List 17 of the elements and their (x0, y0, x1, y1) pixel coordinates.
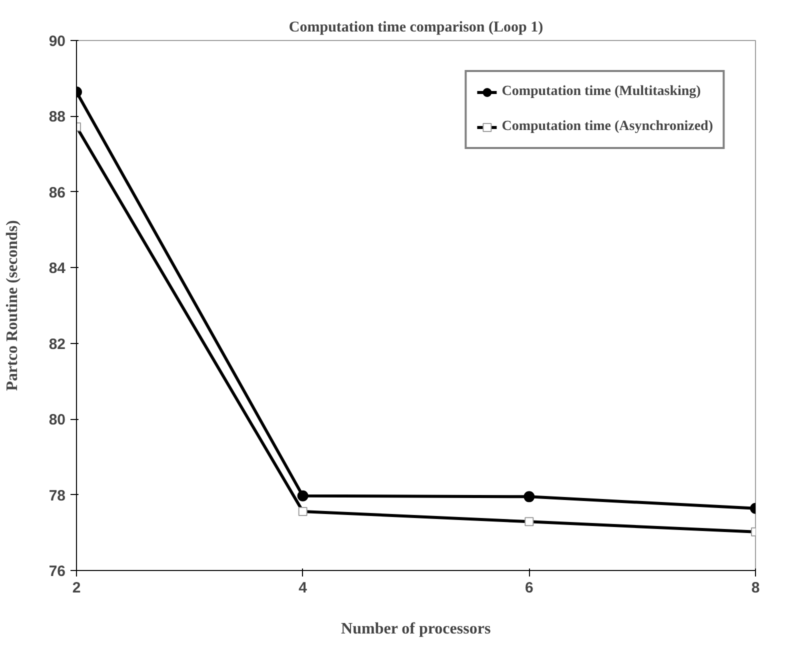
x-tick-label: 4 (298, 580, 308, 596)
y-tick-label: 86 (48, 184, 66, 202)
x-tick-label: 8 (751, 580, 760, 596)
y-tick-label: 80 (48, 412, 66, 429)
y-tick-label: 90 (48, 33, 66, 50)
y-tick-label: 76 (48, 563, 66, 580)
x-tick-label: 2 (72, 580, 81, 596)
y-tick-label: 78 (48, 487, 66, 504)
y-tick-label: 84 (48, 260, 66, 278)
legend-label: Computation time (Multitasking) (502, 84, 701, 100)
chart-title: Computation time comparison (Loop 1) (288, 20, 544, 36)
legend-label: Computation time (Asynchronized) (502, 119, 713, 135)
y-axis-title: Partco Routine (seconds) (4, 220, 21, 391)
y-tick-label: 88 (48, 108, 66, 126)
y-tick-label: 82 (48, 336, 66, 353)
x-tick-label: 6 (524, 580, 534, 596)
x-axis-title: Number of processors (341, 620, 491, 638)
